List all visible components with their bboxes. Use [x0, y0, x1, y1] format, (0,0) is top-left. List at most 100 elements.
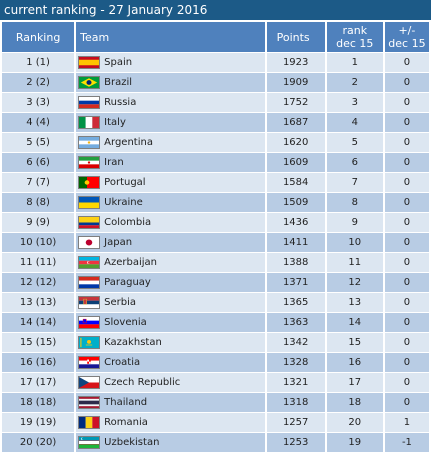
rank-dec-cell: 6 — [326, 153, 383, 172]
ranking-cell: 8 (8) — [2, 193, 75, 212]
team-name: Kazakhstan — [104, 337, 162, 348]
rank-dec-cell: 14 — [326, 313, 383, 332]
paraguay-flag-icon — [78, 276, 101, 289]
rank-dec-cell: 13 — [326, 293, 383, 312]
rank-dec-cell: 3 — [326, 93, 383, 112]
ranking-cell: 9 (9) — [2, 213, 75, 232]
diff-cell: -1 — [384, 433, 429, 452]
team-name: Serbia — [104, 297, 137, 308]
ranking-cell: 19 (19) — [2, 413, 75, 432]
uzbekistan-flag-icon — [78, 436, 101, 449]
ranking-title: current ranking - 27 January 2016 — [0, 0, 431, 20]
table-row: 20 (20) Uzbekistan 1253 19 -1 — [2, 433, 429, 452]
diff-cell: 0 — [384, 273, 429, 292]
team-cell: Czech Republic — [76, 373, 265, 392]
team-cell: Iran — [76, 153, 265, 172]
ranking-cell: 1 (1) — [2, 53, 75, 72]
points-cell: 1752 — [266, 93, 325, 112]
team-cell: Thailand — [76, 393, 265, 412]
diff-cell: 0 — [384, 73, 429, 92]
diff-cell: 0 — [384, 113, 429, 132]
ranking-cell: 12 (12) — [2, 273, 75, 292]
ranking-cell: 14 (14) — [2, 313, 75, 332]
russia-flag-icon — [78, 96, 101, 109]
table-row: 1 (1) Spain 1923 1 0 — [2, 53, 429, 72]
points-cell: 1321 — [266, 373, 325, 392]
team-name: Uzbekistan — [104, 437, 160, 448]
diff-cell: 0 — [384, 53, 429, 72]
header-rank-dec-line2: dec 15 — [336, 37, 374, 50]
team-cell: Italy — [76, 113, 265, 132]
points-cell: 1328 — [266, 353, 325, 372]
czech-republic-flag-icon — [78, 376, 101, 389]
team-cell: Ukraine — [76, 193, 265, 212]
header-diff-line1: +/- — [398, 24, 416, 37]
croatia-flag-icon — [78, 356, 101, 369]
points-cell: 1909 — [266, 73, 325, 92]
ranking-cell: 10 (10) — [2, 233, 75, 252]
colombia-flag-icon — [78, 216, 101, 229]
table-row: 17 (17) Czech Republic 1321 17 0 — [2, 373, 429, 392]
diff-cell: 0 — [384, 393, 429, 412]
team-name: Brazil — [104, 77, 133, 88]
ranking-cell: 4 (4) — [2, 113, 75, 132]
team-name: Japan — [104, 237, 133, 248]
azerbaijan-flag-icon — [78, 256, 101, 269]
rank-dec-cell: 7 — [326, 173, 383, 192]
diff-cell: 0 — [384, 313, 429, 332]
team-name: Colombia — [104, 217, 152, 228]
diff-cell: 0 — [384, 293, 429, 312]
points-cell: 1584 — [266, 173, 325, 192]
team-name: Ukraine — [104, 197, 143, 208]
header-rank-dec: rank dec 15 — [326, 22, 383, 52]
team-name: Spain — [104, 57, 133, 68]
diff-cell: 0 — [384, 153, 429, 172]
table-row: 7 (7) Portugal 1584 7 0 — [2, 173, 429, 192]
table-row: 19 (19) Romania 1257 20 1 — [2, 413, 429, 432]
diff-cell: 1 — [384, 413, 429, 432]
ranking-cell: 3 (3) — [2, 93, 75, 112]
table-row: 14 (14) Slovenia 1363 14 0 — [2, 313, 429, 332]
ranking-cell: 13 (13) — [2, 293, 75, 312]
points-cell: 1509 — [266, 193, 325, 212]
diff-cell: 0 — [384, 213, 429, 232]
table-row: 15 (15) Kazakhstan 1342 15 0 — [2, 333, 429, 352]
portugal-flag-icon — [78, 176, 101, 189]
team-cell: Azerbaijan — [76, 253, 265, 272]
table-row: 9 (9) Colombia 1436 9 0 — [2, 213, 429, 232]
table-body: 1 (1) Spain 1923 1 0 2 (2) Brazil 1909 2 0 3 (3) Ru… — [2, 53, 429, 452]
team-cell: Slovenia — [76, 313, 265, 332]
diff-cell: 0 — [384, 233, 429, 252]
table-row: 13 (13) Serbia 1365 13 0 — [2, 293, 429, 312]
table-row: 8 (8) Ukraine 1509 8 0 — [2, 193, 429, 212]
rank-dec-cell: 9 — [326, 213, 383, 232]
ranking-table: Ranking Team Points rank dec 15 +/- dec 15… — [0, 21, 431, 453]
team-cell: Spain — [76, 53, 265, 72]
points-cell: 1371 — [266, 273, 325, 292]
table-row: 11 (11) Azerbaijan 1388 11 0 — [2, 253, 429, 272]
table-header-row: Ranking Team Points rank dec 15 +/- dec 15 — [2, 22, 429, 52]
table-row: 6 (6) Iran 1609 6 0 — [2, 153, 429, 172]
rank-dec-cell: 19 — [326, 433, 383, 452]
team-cell: Colombia — [76, 213, 265, 232]
diff-cell: 0 — [384, 133, 429, 152]
header-diff-line2: dec 15 — [388, 37, 426, 50]
table-row: 12 (12) Paraguay 1371 12 0 — [2, 273, 429, 292]
rank-dec-cell: 1 — [326, 53, 383, 72]
team-name: Paraguay — [104, 277, 151, 288]
team-cell: Argentina — [76, 133, 265, 152]
diff-cell: 0 — [384, 193, 429, 212]
rank-dec-cell: 2 — [326, 73, 383, 92]
ranking-cell: 2 (2) — [2, 73, 75, 92]
team-name: Thailand — [104, 397, 148, 408]
team-name: Slovenia — [104, 317, 147, 328]
rank-dec-cell: 8 — [326, 193, 383, 212]
team-cell: Paraguay — [76, 273, 265, 292]
header-points: Points — [266, 22, 325, 52]
header-rank-dec-line1: rank — [342, 24, 368, 37]
team-cell: Japan — [76, 233, 265, 252]
points-cell: 1923 — [266, 53, 325, 72]
team-name: Czech Republic — [104, 377, 181, 388]
team-cell: Croatia — [76, 353, 265, 372]
ranking-cell: 6 (6) — [2, 153, 75, 172]
